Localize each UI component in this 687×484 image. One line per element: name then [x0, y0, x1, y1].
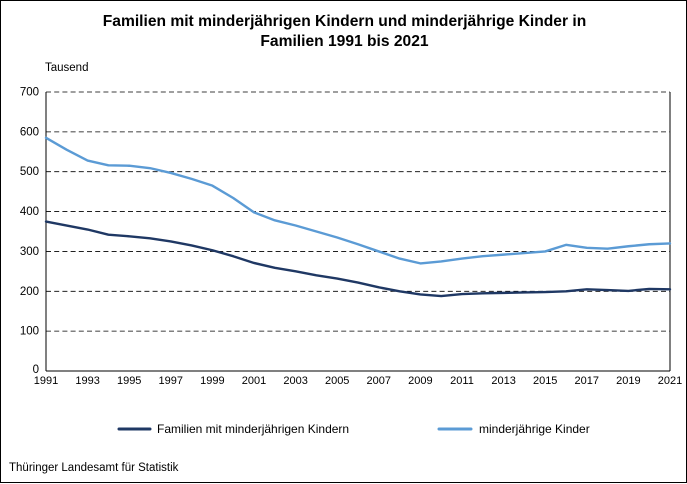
- svg-text:1995: 1995: [117, 375, 141, 387]
- svg-text:400: 400: [20, 206, 39, 218]
- svg-text:200: 200: [20, 286, 39, 298]
- svg-text:2001: 2001: [242, 375, 266, 387]
- svg-text:2005: 2005: [325, 375, 349, 387]
- svg-text:2011: 2011: [450, 375, 474, 387]
- svg-text:1993: 1993: [75, 375, 99, 387]
- svg-text:Familien mit minderjährigen Ki: Familien mit minderjährigen Kindern: [157, 422, 349, 436]
- svg-text:minderjährige Kinder: minderjährige Kinder: [479, 422, 590, 436]
- svg-text:2009: 2009: [408, 375, 432, 387]
- svg-text:300: 300: [20, 246, 39, 258]
- svg-text:2007: 2007: [367, 375, 391, 387]
- svg-text:2015: 2015: [533, 375, 557, 387]
- svg-text:2013: 2013: [491, 375, 515, 387]
- svg-text:1997: 1997: [159, 375, 183, 387]
- svg-text:2017: 2017: [575, 375, 599, 387]
- svg-text:2019: 2019: [616, 375, 640, 387]
- svg-text:600: 600: [20, 126, 39, 138]
- svg-text:700: 700: [20, 87, 39, 99]
- svg-text:2003: 2003: [283, 375, 307, 387]
- svg-text:1991: 1991: [34, 375, 58, 387]
- svg-text:100: 100: [20, 326, 39, 338]
- svg-text:2021: 2021: [658, 375, 682, 387]
- svg-text:1999: 1999: [200, 375, 224, 387]
- svg-text:500: 500: [20, 166, 39, 178]
